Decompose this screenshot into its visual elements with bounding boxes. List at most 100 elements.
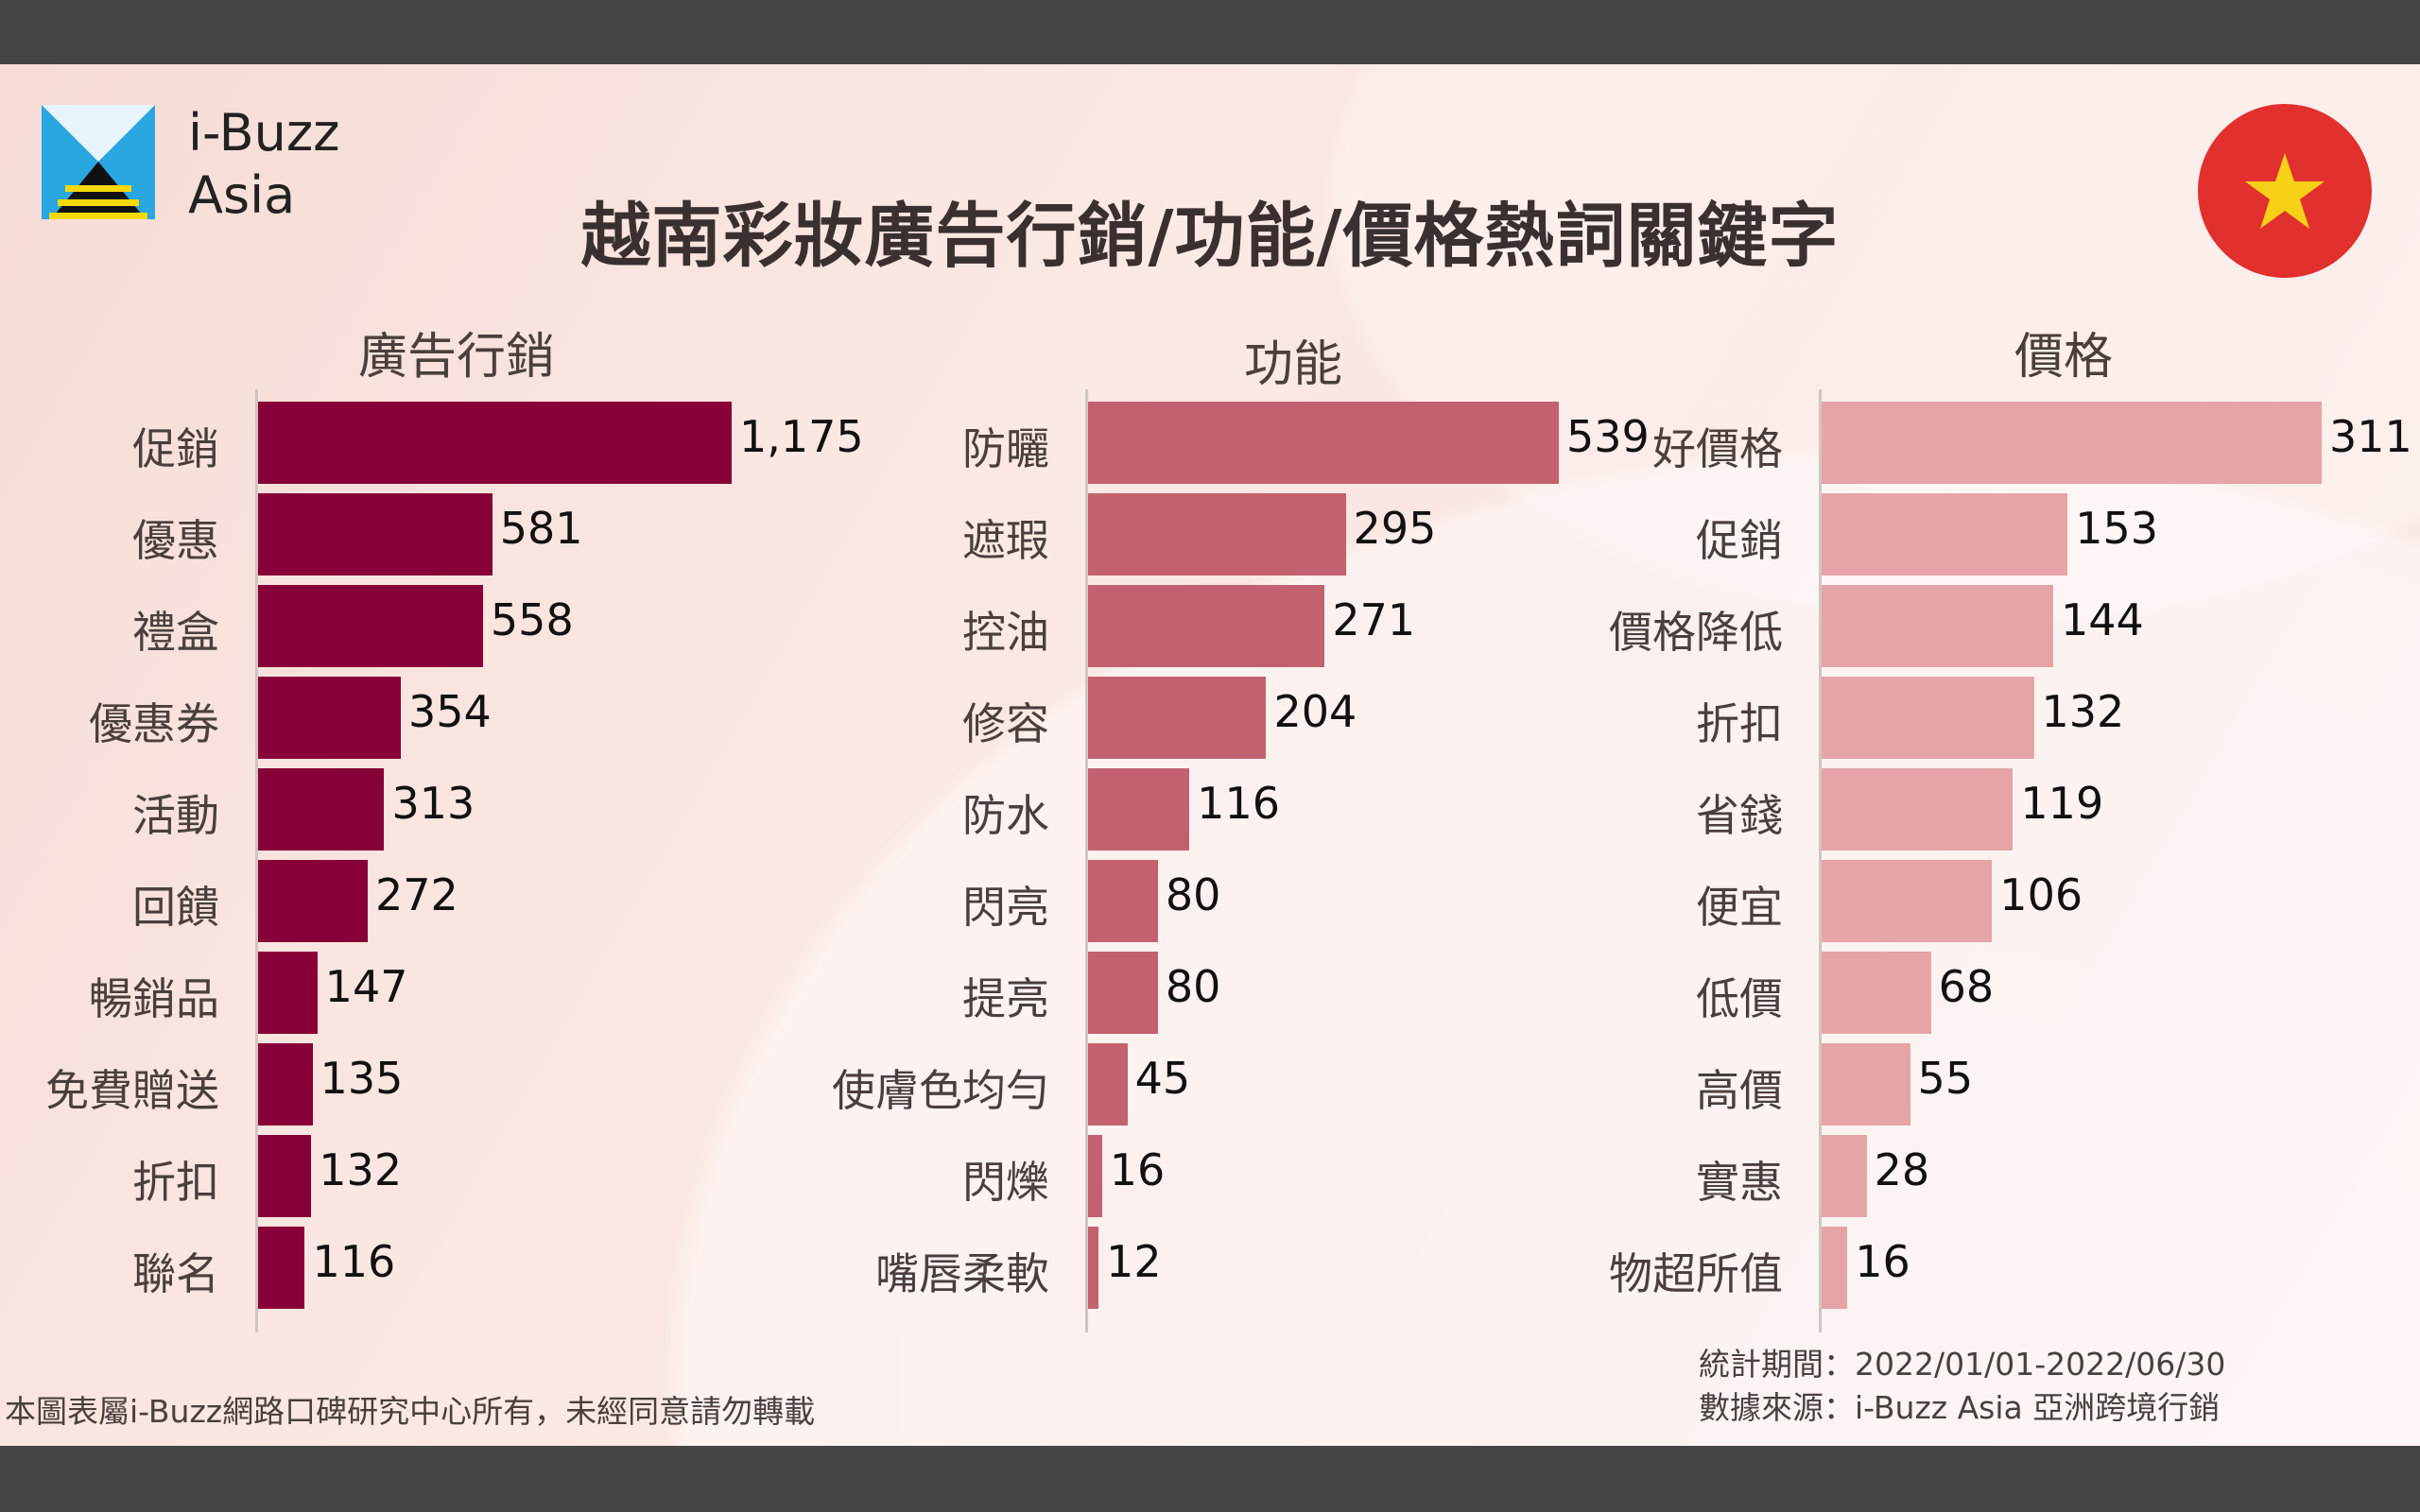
value-label: 272	[374, 869, 458, 920]
category-label: 暢銷品	[89, 973, 219, 1024]
brand-line1: i-Buzz	[188, 103, 340, 163]
title-text: 越南彩妝廣告行銷/功能/價格熱詞關鍵字	[580, 196, 1840, 277]
category-label: 提亮	[962, 973, 1049, 1024]
bar	[258, 1135, 312, 1217]
value-label: 106	[1999, 869, 2083, 920]
category-label: 便宜	[1696, 882, 1783, 933]
value-label: 1,175	[739, 411, 864, 462]
category-label: 折扣	[132, 1157, 219, 1208]
category-label: 免費贈送	[45, 1065, 219, 1116]
copyright-note: 本圖表屬i-Buzz網路口碑研究中心所有，未經同意請勿轉載	[5, 1393, 816, 1430]
bar	[1088, 860, 1158, 942]
axis-line	[1085, 389, 1088, 1332]
top-bar	[0, 0, 2420, 64]
category-label: 使膚色均勻	[832, 1065, 1049, 1116]
category-label: 嘴唇柔軟	[875, 1248, 1049, 1299]
category-label: 物超所值	[1609, 1248, 1783, 1299]
category-label: 控油	[962, 607, 1049, 658]
value-label: 313	[391, 778, 475, 829]
vietnam-flag-icon	[2198, 104, 2372, 278]
bar	[1088, 677, 1267, 759]
value-label: 135	[320, 1053, 404, 1104]
value-label: 16	[1855, 1236, 1910, 1287]
category-label: 閃爍	[962, 1157, 1049, 1208]
panel-heading: 功能	[1243, 336, 1343, 393]
value-label: 80	[1165, 869, 1221, 920]
category-label: 修容	[962, 698, 1049, 749]
chart-title: 越南彩妝廣告行銷/功能/價格熱詞關鍵字	[0, 180, 2420, 281]
value-label: 12	[1106, 1236, 1162, 1287]
category-label: 省錢	[1696, 790, 1783, 841]
brand-name: i-Buzz Asia	[188, 102, 340, 227]
bottom-bar	[0, 1446, 2420, 1512]
value-label: 132	[2041, 686, 2125, 737]
axis-line	[1819, 389, 1822, 1332]
value-label: 144	[2060, 594, 2144, 645]
category-label: 活動	[132, 790, 219, 841]
brand-line2: Asia	[188, 165, 296, 225]
category-label: 好價格	[1652, 423, 1783, 474]
bar	[1822, 1227, 1848, 1309]
value-label: 119	[2020, 778, 2104, 829]
star-icon	[2245, 153, 2325, 229]
category-label: 價格降低	[1609, 607, 1783, 658]
bar	[1822, 768, 2014, 850]
bar	[1822, 1043, 1910, 1125]
category-label: 高價	[1696, 1065, 1783, 1116]
bar	[258, 1043, 313, 1125]
bar	[258, 860, 368, 942]
value-label: 116	[1197, 778, 1280, 829]
bar	[1088, 768, 1190, 850]
bar	[258, 1227, 305, 1309]
bar	[1822, 677, 2034, 759]
category-label: 促銷	[132, 423, 219, 474]
value-label: 354	[407, 686, 492, 737]
value-label: 147	[324, 961, 408, 1012]
bar	[1822, 860, 1993, 942]
value-label: 581	[499, 503, 583, 554]
value-label: 539	[1566, 411, 1650, 462]
value-label: 204	[1273, 686, 1357, 737]
category-label: 促銷	[1696, 515, 1783, 566]
category-label: 低價	[1696, 973, 1783, 1024]
bar	[258, 677, 401, 759]
panel-heading: 廣告行銷	[357, 329, 556, 386]
bar	[1088, 493, 1346, 576]
bar	[258, 585, 483, 667]
value-label: 116	[312, 1236, 396, 1287]
category-label: 防水	[962, 790, 1049, 841]
category-label: 閃亮	[962, 882, 1049, 933]
category-label: 回饋	[132, 882, 219, 933]
category-label: 防曬	[962, 423, 1049, 474]
value-label: 558	[490, 594, 574, 645]
bar	[258, 768, 385, 850]
axis-line	[255, 389, 258, 1332]
category-label: 遮瑕	[962, 515, 1049, 566]
bar	[1822, 493, 2068, 576]
bar	[1088, 1135, 1102, 1217]
panel-heading: 價格	[2014, 329, 2114, 386]
category-label: 折扣	[1696, 698, 1783, 749]
bar	[258, 952, 318, 1034]
bar	[1088, 1043, 1128, 1125]
category-label: 實惠	[1696, 1157, 1783, 1208]
value-label: 80	[1165, 961, 1221, 1012]
bar	[1822, 952, 1931, 1034]
bar	[1088, 1227, 1099, 1309]
value-label: 28	[1874, 1144, 1930, 1195]
ibuzz-logo-icon	[42, 105, 155, 219]
value-label: 311	[2329, 411, 2412, 462]
value-label: 16	[1109, 1144, 1166, 1195]
bar	[1088, 402, 1559, 484]
bar	[1088, 952, 1158, 1034]
bar	[1822, 1135, 1867, 1217]
value-label: 271	[1332, 594, 1416, 645]
bar	[1822, 402, 2322, 484]
value-label: 153	[2075, 503, 2159, 554]
category-label: 禮盒	[132, 607, 219, 658]
value-label: 295	[1353, 503, 1437, 554]
source-note: 數據來源：i-Buzz Asia 亞洲跨境行銷	[1699, 1389, 2221, 1426]
bar	[258, 402, 732, 484]
value-label: 55	[1917, 1053, 1974, 1104]
bar	[258, 493, 493, 576]
